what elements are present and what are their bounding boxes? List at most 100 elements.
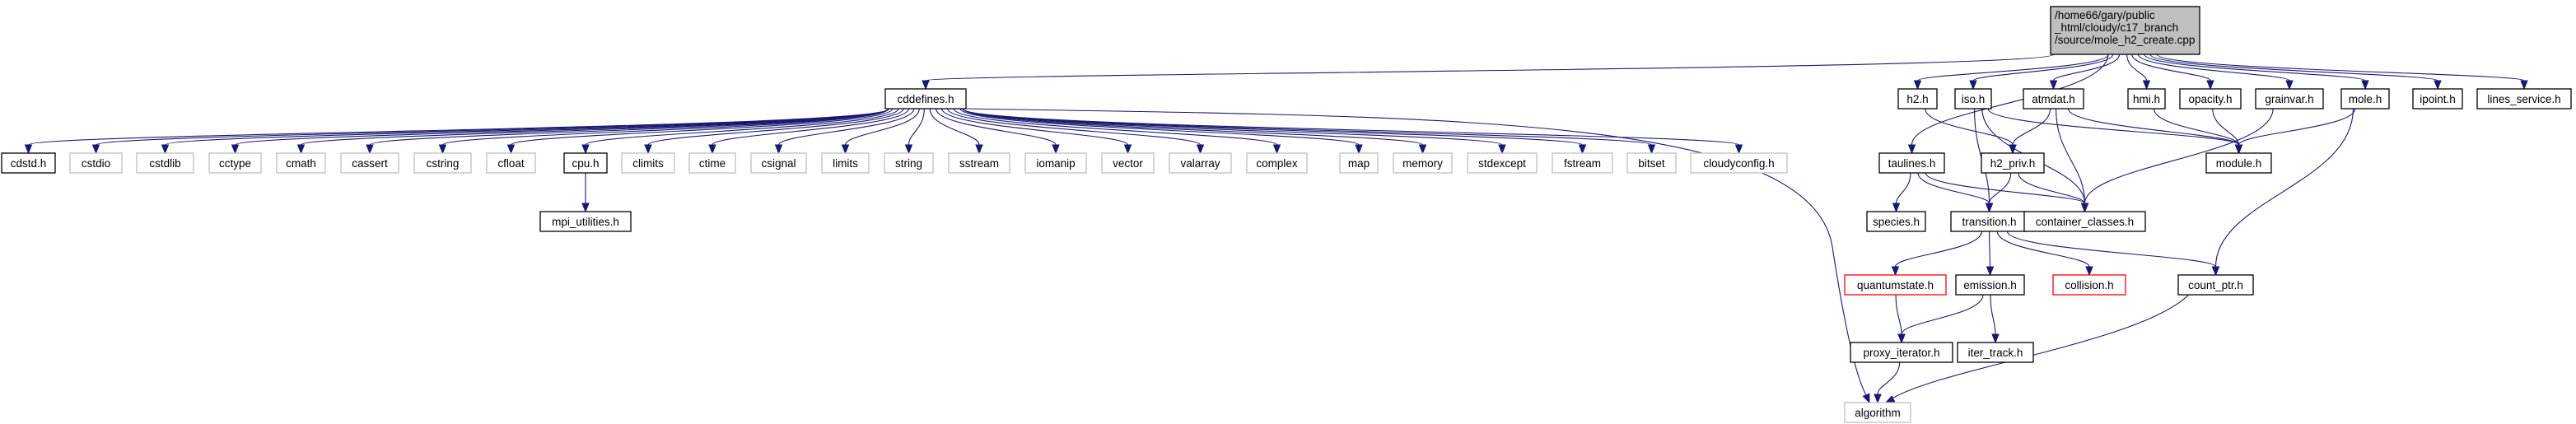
edge-arrowhead	[438, 144, 447, 155]
node-label: module.h	[2216, 157, 2262, 170]
edge-arrowhead	[161, 144, 170, 155]
graph-node-cdstd[interactable]: cdstd.h	[1, 152, 56, 174]
edge-emission-to-iter-track	[1990, 294, 1996, 335]
graph-node-cddefines[interactable]: cddefines.h	[884, 88, 967, 109]
node-box	[1246, 152, 1308, 174]
edge-mole-to-count-ptr	[2214, 108, 2354, 268]
edge-arrowhead	[1907, 144, 1916, 155]
graph-node-complex[interactable]: complex	[1246, 152, 1308, 174]
node-box	[1950, 211, 2028, 232]
node-box	[563, 152, 608, 174]
node-box	[1690, 152, 1788, 174]
edge-arrowhead	[1874, 394, 1882, 404]
graph-node-hmi[interactable]: hmi.h	[2127, 88, 2166, 109]
graph-node-bitset[interactable]: bitset	[1626, 152, 1677, 174]
graph-node-map[interactable]: map	[1339, 152, 1379, 174]
graph-node-collision[interactable]: collision.h	[2052, 274, 2126, 296]
edge-arrowhead	[2206, 80, 2214, 91]
graph-node-algorithm[interactable]: algorithm	[1844, 402, 1911, 423]
graph-node-cstdlib[interactable]: cstdlib	[136, 152, 194, 174]
edge-cddefines-to-limits	[844, 108, 920, 146]
graph-node-h2[interactable]: h2.h	[1897, 88, 1938, 109]
edge-arrowhead	[1647, 144, 1656, 155]
graph-node-mole[interactable]: mole.h	[2340, 88, 2390, 109]
edge-arrowhead	[2234, 144, 2243, 155]
graph-node-cctype[interactable]: cctype	[208, 152, 262, 174]
node-label: cstdio	[82, 157, 110, 170]
graph-node-ipoint[interactable]: ipoint.h	[2412, 88, 2463, 109]
graph-node-limits[interactable]: limits	[821, 152, 870, 174]
edge-root-to-grainvar	[2137, 54, 2290, 82]
graph-node-emission[interactable]: emission.h	[1955, 274, 2025, 296]
node-box	[2050, 6, 2200, 55]
node-label: ctime	[699, 157, 726, 170]
graph-node-cpu[interactable]: cpu.h	[563, 152, 608, 174]
graph-node-string[interactable]: string	[884, 152, 934, 174]
graph-node-climits[interactable]: climits	[621, 152, 675, 174]
node-label: valarray	[1180, 157, 1220, 170]
graph-node-quantumstate[interactable]: quantumstate.h	[1844, 274, 1947, 296]
graph-node-fstream[interactable]: fstream	[1552, 152, 1613, 174]
graph-node-cassert[interactable]: cassert	[340, 152, 399, 174]
edge-root-to-lines-service	[2156, 54, 2525, 82]
graph-node-cmath[interactable]: cmath	[276, 152, 326, 174]
graph-node-grainvar[interactable]: grainvar.h	[2255, 88, 2324, 109]
graph-node-species[interactable]: species.h	[1866, 211, 1926, 232]
graph-node-stdexcept[interactable]: stdexcept	[1467, 152, 1538, 174]
node-box	[1844, 274, 1947, 296]
graph-node-count-ptr[interactable]: count_ptr.h	[2177, 274, 2254, 296]
graph-node-memory[interactable]: memory	[1393, 152, 1453, 174]
graph-node-cfloat[interactable]: cfloat	[486, 152, 536, 174]
edge-taulines-to-container-classes	[1925, 172, 2086, 204]
edge-opacity-to-module	[2212, 108, 2240, 146]
edge-cddefines-to-ctime	[712, 108, 909, 146]
node-box	[69, 152, 123, 174]
graph-node-taulines[interactable]: taulines.h	[1878, 152, 1945, 174]
graph-node-atmdat[interactable]: atmdat.h	[2023, 88, 2084, 109]
edge-grainvar-to-container-classes	[2084, 108, 2274, 204]
graph-node-csignal[interactable]: csignal	[750, 152, 807, 174]
node-label: iso.h	[1962, 93, 1986, 105]
graph-node-cloudyconfig[interactable]: cloudyconfig.h	[1690, 152, 1788, 174]
graph-node-transition[interactable]: transition.h	[1950, 211, 2028, 232]
graph-node-lines-service[interactable]: lines_service.h	[2476, 88, 2572, 109]
graph-node-cstring[interactable]: cstring	[413, 152, 472, 174]
edge-cddefines-to-cloudyconfig	[962, 108, 1740, 146]
graph-node-h2-priv[interactable]: h2_priv.h	[1981, 152, 2045, 174]
edge-count-ptr-to-algorithm	[1885, 294, 2190, 403]
edge-cddefines-to-cpu	[585, 108, 899, 146]
graph-node-opacity[interactable]: opacity.h	[2179, 88, 2242, 109]
edge-arrowhead	[1969, 80, 1977, 91]
graph-node-vector[interactable]: vector	[1101, 152, 1155, 174]
graph-node-iomanip[interactable]: iomanip	[1024, 152, 1087, 174]
edge-transition-to-quantumstate	[1894, 231, 1982, 268]
edge-cddefines-to-string	[908, 108, 925, 146]
graph-node-root[interactable]: /home66/gary/public_html/cloudy/c17_bran…	[2050, 6, 2200, 55]
graph-node-mpi-utilities[interactable]: mpi_utilities.h	[539, 211, 632, 232]
node-label: /source/mole_h2_create.cpp	[2055, 34, 2195, 46]
edge-root-to-cddefines	[925, 54, 2055, 82]
edge-iso-to-module	[1987, 108, 2240, 146]
graph-node-ctime[interactable]: ctime	[688, 152, 736, 174]
graph-node-iter-track[interactable]: iter_track.h	[1957, 342, 2034, 363]
graph-node-cstdio[interactable]: cstdio	[69, 152, 123, 174]
graph-node-container-classes[interactable]: container_classes.h	[2023, 211, 2146, 232]
edge-arrowhead	[1052, 144, 1060, 155]
graph-node-module[interactable]: module.h	[2205, 152, 2272, 174]
node-box	[413, 152, 472, 174]
node-label: h2_priv.h	[1990, 157, 2036, 170]
graph-node-valarray[interactable]: valarray	[1169, 152, 1232, 174]
edge-arrowhead	[1884, 395, 1896, 403]
node-label: emission.h	[1963, 279, 2017, 291]
edge-arrowhead	[2080, 203, 2089, 213]
edge-cddefines-to-sstream	[929, 108, 980, 146]
graph-node-iso[interactable]: iso.h	[1954, 88, 1992, 109]
node-label: vector	[1113, 157, 1143, 170]
graph-node-proxy-iterator[interactable]: proxy_iterator.h	[1850, 342, 1953, 363]
edge-arrowhead	[2361, 80, 2369, 91]
graph-node-sstream[interactable]: sstream	[948, 152, 1010, 174]
node-box	[621, 152, 675, 174]
edge-mole-to-module	[2238, 108, 2356, 146]
node-box	[1954, 88, 1992, 109]
node-label: collision.h	[2065, 279, 2113, 291]
